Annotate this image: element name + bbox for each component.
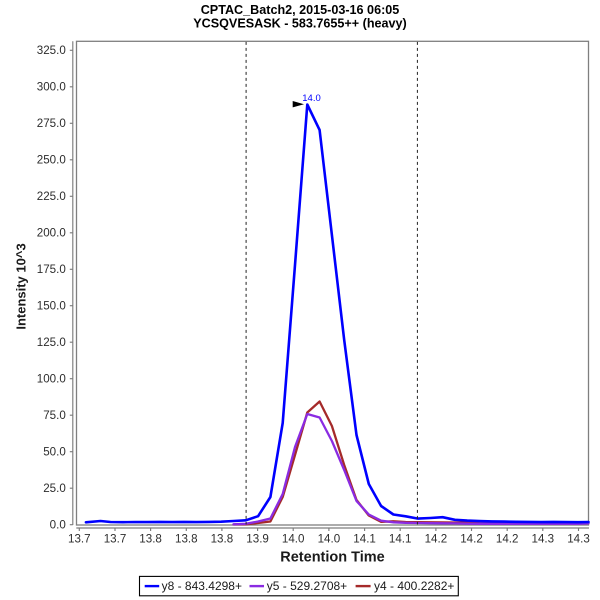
svg-text:y4 - 400.2282+: y4 - 400.2282+ (374, 579, 454, 593)
svg-text:50.0: 50.0 (43, 446, 66, 459)
svg-text:14.3: 14.3 (532, 532, 555, 545)
svg-text:125.0: 125.0 (37, 336, 66, 349)
svg-text:14.2: 14.2 (460, 532, 483, 545)
svg-text:225.0: 225.0 (37, 190, 66, 203)
svg-text:14.3: 14.3 (567, 532, 590, 545)
svg-text:14.0: 14.0 (282, 532, 305, 545)
svg-text:Retention Time: Retention Time (280, 550, 384, 566)
svg-text:325.0: 325.0 (37, 44, 66, 57)
svg-text:0.0: 0.0 (50, 519, 66, 532)
svg-text:100.0: 100.0 (37, 373, 66, 386)
svg-text:250.0: 250.0 (37, 154, 66, 167)
svg-text:150.0: 150.0 (37, 300, 66, 313)
svg-text:300.0: 300.0 (37, 81, 66, 94)
svg-text:175.0: 175.0 (37, 263, 66, 276)
svg-text:14.2: 14.2 (496, 532, 519, 545)
svg-text:200.0: 200.0 (37, 227, 66, 240)
svg-text:Intensity 10^3: Intensity 10^3 (14, 243, 29, 329)
svg-text:25.0: 25.0 (43, 482, 66, 495)
svg-text:13.8: 13.8 (175, 532, 198, 545)
svg-text:14.1: 14.1 (353, 532, 376, 545)
svg-text:y8 - 843.4298+: y8 - 843.4298+ (162, 579, 242, 593)
svg-text:13.9: 13.9 (246, 532, 269, 545)
svg-text:13.7: 13.7 (68, 532, 91, 545)
svg-text:14.0: 14.0 (318, 532, 341, 545)
svg-text:14.1: 14.1 (389, 532, 412, 545)
svg-text:YCSQVESASK - 583.7655++ (heavy: YCSQVESASK - 583.7655++ (heavy) (193, 17, 407, 31)
svg-text:y5 - 529.2708+: y5 - 529.2708+ (267, 579, 347, 593)
svg-text:13.8: 13.8 (211, 532, 234, 545)
svg-text:14.0: 14.0 (302, 93, 321, 104)
svg-text:CPTAC_Batch2, 2015-03-16 06:05: CPTAC_Batch2, 2015-03-16 06:05 (201, 3, 400, 17)
svg-text:275.0: 275.0 (37, 117, 66, 130)
svg-text:14.2: 14.2 (425, 532, 448, 545)
svg-text:75.0: 75.0 (43, 409, 66, 422)
svg-text:13.7: 13.7 (104, 532, 127, 545)
svg-text:13.8: 13.8 (139, 532, 162, 545)
